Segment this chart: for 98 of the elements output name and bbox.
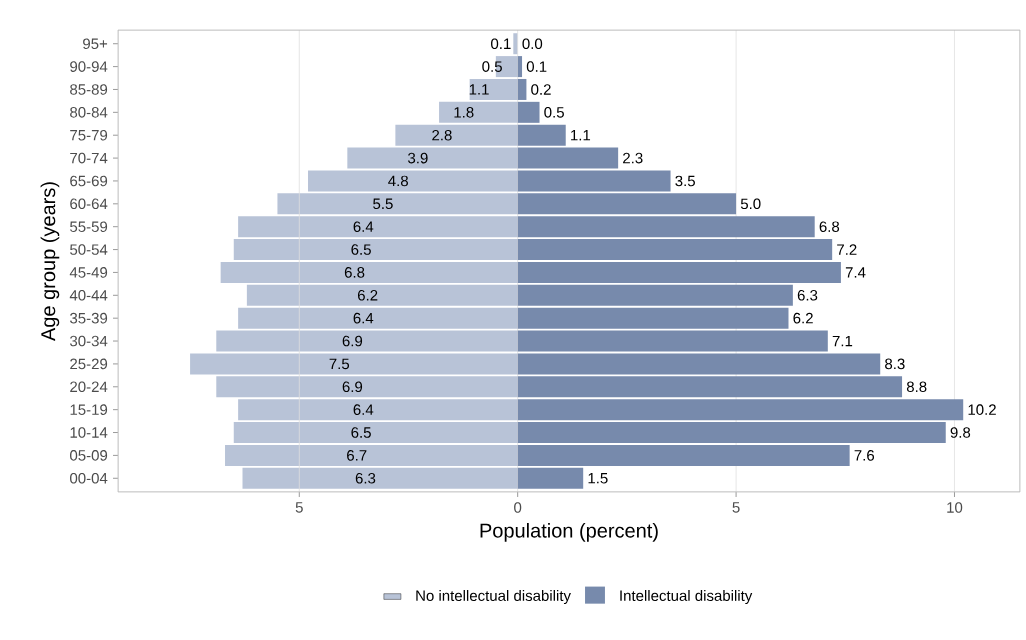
data-label: 8.3: [885, 358, 905, 370]
data-label: 6.4: [353, 404, 374, 415]
y-tick-label: 90-94: [70, 61, 108, 72]
bar: [246, 284, 518, 306]
bar: [517, 284, 793, 306]
data-label: 4.8: [388, 175, 408, 187]
data-label: 6.7: [347, 450, 367, 461]
bar: [517, 193, 737, 215]
data-label: 0.5: [482, 61, 502, 72]
data-label: 6.5: [351, 244, 371, 255]
data-label: 10.2: [968, 404, 996, 415]
y-tick-label: 40-44: [69, 289, 108, 301]
bar: [233, 422, 518, 444]
bar: [238, 307, 518, 329]
y-tick-label: 55-59: [70, 221, 108, 232]
bar: [517, 78, 527, 100]
y-tick-label: 85-89: [70, 84, 108, 95]
data-label: 7.2: [837, 244, 857, 255]
data-label: 6.9: [342, 335, 363, 347]
bar: [242, 467, 518, 489]
bar: [513, 33, 518, 55]
data-label: 6.2: [793, 312, 813, 324]
data-label: 8.8: [906, 381, 927, 393]
bar: [517, 56, 523, 78]
data-label: 6.2: [357, 289, 378, 301]
data-label: 6.3: [355, 472, 376, 484]
bar: [395, 124, 518, 146]
y-tick-label: 30-34: [70, 335, 108, 347]
bar: [469, 78, 518, 100]
data-label: 7.5: [329, 358, 350, 370]
data-label: 3.5: [675, 175, 695, 187]
bar: [517, 444, 850, 466]
bar: [517, 216, 815, 238]
data-label: 0.1: [526, 61, 547, 72]
data-label: 1.5: [588, 473, 608, 484]
data-label: 6.4: [353, 312, 374, 324]
y-tick-label: 60-64: [70, 198, 108, 210]
bar: [238, 399, 518, 421]
bar: [277, 193, 518, 215]
y-tick-label: 45-49: [69, 267, 108, 278]
data-label: 1.1: [469, 84, 489, 95]
y-tick-label: 65-69: [70, 175, 108, 187]
y-tick-label: 95+: [83, 38, 108, 50]
y-tick-label: 70-74: [70, 152, 108, 164]
x-tick-label: 5: [295, 502, 303, 513]
x-tick-label: 5: [732, 502, 740, 513]
data-label: 6.5: [351, 427, 371, 438]
data-label: 7.4: [845, 267, 866, 278]
data-label: 6.8: [344, 267, 365, 278]
data-label: 0.5: [544, 107, 564, 118]
data-label: 7.6: [854, 450, 875, 461]
data-label: 6.9: [342, 381, 363, 393]
x-tick-label: 10: [947, 502, 963, 513]
bar: [216, 376, 518, 398]
bar: [517, 261, 841, 283]
data-label: 0.1: [491, 38, 511, 50]
y-tick-label: 15-19: [70, 404, 108, 415]
data-label: 6.8: [819, 221, 840, 232]
data-label: 3.9: [408, 152, 428, 164]
y-tick-label: 20-24: [70, 381, 108, 393]
bar: [233, 239, 518, 261]
data-label: 1.8: [454, 107, 474, 118]
bar: [439, 101, 518, 123]
bar: [517, 399, 964, 421]
bar: [225, 444, 518, 466]
bar: [238, 216, 518, 238]
legend-label: Intellectual disability: [620, 589, 753, 604]
y-tick-label: 80-84: [70, 107, 108, 118]
legend-label: No intellectual disability: [416, 589, 571, 604]
bar: [517, 467, 584, 489]
y-tick-label: 50-54: [70, 244, 108, 255]
bar: [517, 422, 946, 444]
bar: [220, 261, 518, 283]
data-label: 0.2: [531, 84, 551, 95]
y-tick-label: 00-04: [70, 472, 108, 484]
data-label: 0.0: [522, 38, 543, 50]
bar: [517, 124, 566, 146]
bar: [517, 101, 540, 123]
bar: [517, 307, 789, 329]
data-label: 2.3: [623, 152, 643, 164]
data-label: 1.1: [571, 130, 591, 141]
bar: [517, 239, 833, 261]
y-tick-label: 35-39: [70, 312, 108, 324]
data-label: 6.3: [797, 289, 818, 301]
y-tick-label: 25-29: [70, 358, 108, 370]
data-label: 5.5: [373, 198, 393, 210]
data-label: 7.1: [832, 335, 853, 347]
x-axis-title: Population (percent): [480, 523, 658, 542]
data-label: 2.8: [432, 129, 452, 141]
x-tick-label: 0: [514, 502, 522, 513]
bar: [517, 376, 903, 398]
y-tick-label: 75-79: [70, 129, 108, 141]
data-label: 9.8: [950, 427, 971, 438]
y-tick-label: 10-14: [70, 427, 108, 438]
data-label: 6.4: [353, 221, 374, 232]
y-tick-label: 05-09: [70, 450, 108, 461]
y-axis-title: Age group (years): [40, 182, 60, 341]
data-label: 5.0: [740, 198, 761, 210]
